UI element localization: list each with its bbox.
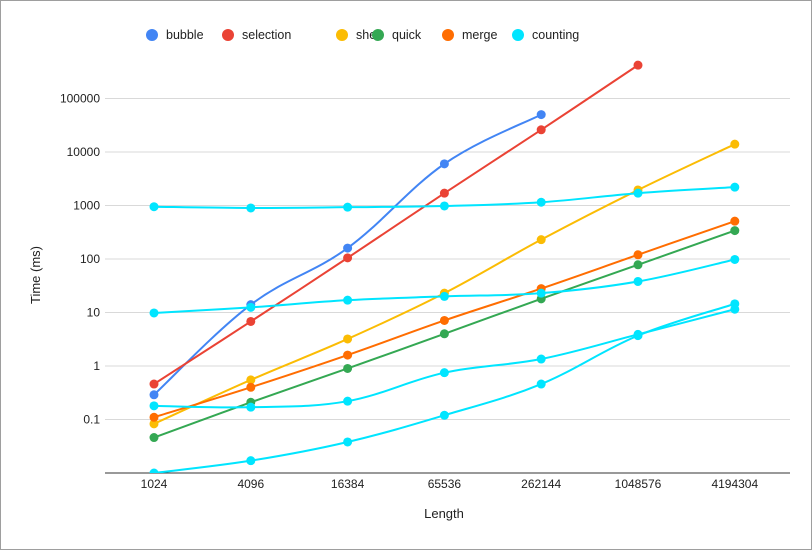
x-tick-label: 4194304 — [711, 477, 758, 491]
data-point-selection — [439, 188, 449, 198]
series-line-shell — [153, 143, 736, 425]
y-axis-title: Time (ms) — [28, 246, 43, 304]
data-point — [536, 354, 546, 364]
data-point-quick — [730, 226, 740, 236]
data-point-merge — [730, 216, 740, 226]
data-point — [246, 302, 256, 312]
data-point — [730, 299, 740, 309]
data-point — [633, 276, 643, 286]
legend-marker-counting — [512, 29, 524, 41]
legend-marker-shell — [336, 29, 348, 41]
data-point-quick — [149, 433, 159, 443]
data-point-bubble — [343, 243, 353, 253]
series-line-8 — [153, 302, 736, 473]
legend-label-selection: selection — [242, 28, 291, 42]
data-point-merge — [246, 382, 256, 392]
series-line-6 — [153, 258, 736, 314]
x-axis-ticks: 1024 4096 16384 65536 262144 1048576 4194304 — [141, 477, 759, 491]
x-tick-label: 65536 — [428, 477, 462, 491]
data-point — [730, 254, 740, 264]
data-point-shell — [730, 139, 740, 149]
x-tick-label: 262144 — [521, 477, 561, 491]
legend-label-merge: merge — [462, 28, 497, 42]
series-points — [149, 60, 740, 473]
data-point-selection — [343, 253, 353, 263]
data-point-quick — [633, 260, 643, 270]
data-point — [149, 468, 159, 473]
data-point — [439, 291, 449, 301]
y-tick-label: 100000 — [60, 92, 100, 106]
legend-marker-quick — [372, 29, 384, 41]
data-point-merge — [343, 350, 353, 360]
data-point-bubble — [536, 110, 546, 120]
data-point-selection — [536, 125, 546, 135]
y-tick-label: 10000 — [67, 145, 101, 159]
data-point — [149, 401, 159, 411]
data-point-shell — [343, 334, 353, 344]
data-point-shell — [246, 375, 256, 385]
legend-marker-bubble — [146, 29, 158, 41]
data-point — [730, 182, 740, 192]
data-point — [439, 410, 449, 420]
y-tick-label: 100 — [80, 252, 100, 266]
x-tick-label: 1024 — [141, 477, 168, 491]
x-tick-label: 16384 — [331, 477, 365, 491]
data-point-bubble — [439, 159, 449, 169]
data-point-quick — [439, 329, 449, 339]
y-axis-ticks: 0.1 1 10 100 1000 10000 100000 — [60, 92, 100, 427]
data-point — [536, 379, 546, 389]
data-point — [633, 331, 643, 341]
data-point-selection — [246, 316, 256, 326]
x-axis-title: Length — [424, 506, 464, 521]
data-point — [246, 456, 256, 466]
legend-marker-merge — [442, 29, 454, 41]
data-point-quick — [343, 363, 353, 373]
data-point-selection — [633, 60, 643, 70]
data-point — [343, 437, 353, 447]
x-tick-label: 4096 — [237, 477, 264, 491]
data-point-bubble — [149, 390, 159, 400]
data-point — [343, 396, 353, 406]
series-line-selection — [153, 64, 639, 385]
data-point-merge — [439, 315, 449, 325]
data-point — [633, 188, 643, 198]
legend-marker-selection — [222, 29, 234, 41]
data-point — [439, 201, 449, 211]
data-point — [536, 288, 546, 298]
y-tick-label: 0.1 — [83, 413, 100, 427]
legend-label-counting: counting — [532, 28, 579, 42]
y-tick-label: 1000 — [73, 199, 100, 213]
data-point-shell — [149, 419, 159, 429]
legend-label-quick: quick — [392, 28, 422, 42]
data-point — [149, 202, 159, 212]
data-point-merge — [633, 250, 643, 260]
y-tick-label: 10 — [87, 306, 101, 320]
data-point — [246, 203, 256, 213]
data-point — [343, 202, 353, 212]
data-point — [536, 197, 546, 207]
data-point-shell — [536, 235, 546, 245]
legend-label-bubble: bubble — [166, 28, 204, 42]
data-point-merge — [149, 412, 159, 422]
data-point — [439, 368, 449, 378]
data-point — [343, 295, 353, 305]
data-point — [246, 402, 256, 412]
data-point — [149, 308, 159, 318]
x-tick-label: 1048576 — [615, 477, 662, 491]
legend: bubble selection shell quick merge counting — [146, 28, 579, 42]
y-tick-label: 1 — [93, 359, 100, 373]
data-point-selection — [149, 379, 159, 389]
